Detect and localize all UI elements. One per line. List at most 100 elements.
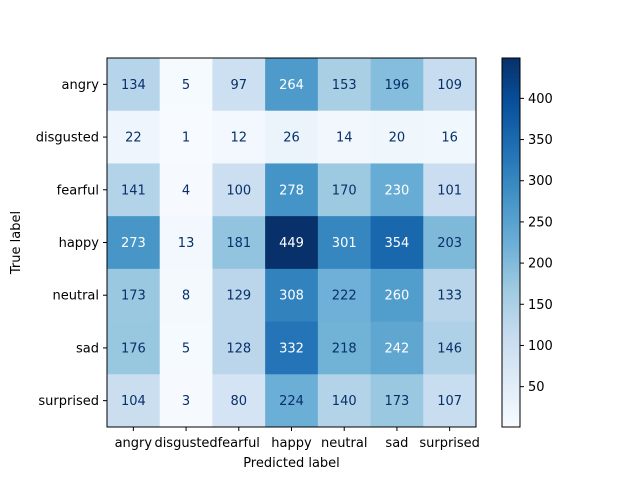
heatmap-cell bbox=[159, 110, 213, 164]
y-tick-label: fearful bbox=[57, 183, 99, 198]
cell-value-label: 260 bbox=[385, 289, 410, 304]
heatmap-cell bbox=[107, 58, 161, 112]
heatmap-cell bbox=[212, 58, 266, 112]
heatmap-cell bbox=[265, 321, 319, 375]
heatmap-cell bbox=[423, 268, 477, 323]
cell-value-label: 170 bbox=[332, 183, 357, 198]
heatmap-cell bbox=[159, 163, 213, 217]
colorbar-tick-label: 300 bbox=[528, 174, 553, 189]
heatmap-cell bbox=[317, 374, 372, 428]
heatmap-cell bbox=[107, 268, 161, 323]
cell-value-label: 129 bbox=[226, 289, 251, 304]
y-axis-ticks: angry disgusted fearful happy neutral sad surp… bbox=[36, 78, 107, 409]
heatmap-cell bbox=[212, 216, 266, 270]
cell-value-label: 181 bbox=[226, 236, 251, 251]
heatmap-cell bbox=[107, 374, 161, 428]
heatmap-cell bbox=[265, 268, 319, 323]
heatmap-cell bbox=[317, 268, 372, 323]
cell-value-label: 107 bbox=[437, 394, 462, 409]
x-tick-label: neutral bbox=[321, 436, 368, 451]
y-axis-label: True label bbox=[9, 211, 24, 275]
heatmap-cell bbox=[423, 374, 477, 428]
heatmap-cell bbox=[423, 58, 477, 112]
cell-value-label: 97 bbox=[231, 78, 248, 93]
heatmap-cell bbox=[265, 163, 319, 217]
cell-value-label: 230 bbox=[385, 183, 410, 198]
cell-value-label: 173 bbox=[121, 289, 146, 304]
cell-value-label: 20 bbox=[389, 131, 406, 146]
cell-value-label: 109 bbox=[437, 78, 462, 93]
cell-value-label: 146 bbox=[437, 341, 462, 356]
x-axis-label: Predicted label bbox=[243, 456, 340, 471]
y-tick-label: happy bbox=[59, 236, 100, 251]
cell-value-label: 8 bbox=[182, 289, 190, 304]
colorbar-tick-label: 200 bbox=[528, 257, 553, 272]
heatmap-cell bbox=[107, 321, 161, 375]
colorbar-tick-label: 50 bbox=[528, 380, 545, 395]
cell-value-label: 264 bbox=[279, 78, 304, 93]
cell-value-label: 14 bbox=[336, 131, 353, 146]
heatmap-cell bbox=[265, 58, 319, 112]
cell-value-label: 173 bbox=[385, 394, 410, 409]
cell-value-label: 26 bbox=[283, 131, 300, 146]
heatmap-cell bbox=[370, 216, 424, 270]
cell-value-label: 332 bbox=[279, 341, 304, 356]
cell-value-label: 354 bbox=[385, 236, 410, 251]
cell-value-label: 104 bbox=[121, 394, 146, 409]
cell-value-label: 278 bbox=[279, 183, 304, 198]
cell-value-label: 308 bbox=[279, 289, 304, 304]
x-tick-label: fearful bbox=[218, 436, 260, 451]
cell-value-label: 222 bbox=[332, 289, 357, 304]
cell-value-label: 100 bbox=[226, 183, 251, 198]
heatmap-cell bbox=[370, 374, 424, 428]
cell-value-label: 101 bbox=[437, 183, 462, 198]
cell-value-label: 5 bbox=[182, 341, 190, 356]
y-tick-label: disgusted bbox=[36, 131, 99, 146]
y-tick-label: angry bbox=[62, 78, 100, 93]
colorbar-tick-label: 250 bbox=[528, 215, 553, 230]
cell-value-label: 5 bbox=[182, 78, 190, 93]
cell-value-label: 1 bbox=[182, 131, 190, 146]
cell-value-label: 12 bbox=[231, 131, 248, 146]
heatmap-cell bbox=[159, 321, 213, 375]
colorbar-tick-label: 350 bbox=[528, 133, 553, 148]
heatmap-cells bbox=[107, 58, 477, 428]
heatmap-cell bbox=[212, 268, 266, 323]
cell-value-label: 242 bbox=[385, 341, 410, 356]
heatmap-cell bbox=[317, 216, 372, 270]
cell-value-labels: 134 5 97 264 153 196 109 22 1 12 26 14 20 16 141 4 100 27… bbox=[121, 78, 462, 409]
y-tick-label: surprised bbox=[38, 394, 99, 409]
heatmap-cell bbox=[107, 216, 161, 270]
x-tick-label: surprised bbox=[419, 436, 480, 451]
cell-value-label: 128 bbox=[226, 341, 251, 356]
cell-value-label: 16 bbox=[441, 131, 458, 146]
cell-value-label: 203 bbox=[437, 236, 462, 251]
cell-value-label: 218 bbox=[332, 341, 357, 356]
x-tick-label: sad bbox=[385, 436, 408, 451]
cell-value-label: 134 bbox=[121, 78, 146, 93]
heatmap-cell bbox=[265, 374, 319, 428]
cell-value-label: 22 bbox=[125, 131, 142, 146]
cell-value-label: 13 bbox=[178, 236, 195, 251]
cell-value-label: 196 bbox=[385, 78, 410, 93]
cell-value-label: 176 bbox=[121, 341, 146, 356]
colorbar-tick-label: 400 bbox=[528, 92, 553, 107]
heatmap-cell bbox=[212, 163, 266, 217]
heatmap-cell bbox=[370, 58, 424, 112]
x-tick-label: disgusted bbox=[154, 436, 217, 451]
heatmap-cell bbox=[317, 110, 372, 164]
colorbar-tick-label: 150 bbox=[528, 298, 553, 313]
heatmap-cell bbox=[107, 163, 161, 217]
heatmap-cell bbox=[265, 110, 319, 164]
colorbar-tick-label: 100 bbox=[528, 339, 553, 354]
heatmap-cell bbox=[265, 216, 319, 270]
cell-value-label: 80 bbox=[231, 394, 248, 409]
cell-value-label: 141 bbox=[121, 183, 146, 198]
heatmap-cell bbox=[107, 110, 161, 164]
heatmap-cell bbox=[212, 321, 266, 375]
cell-value-label: 133 bbox=[437, 289, 462, 304]
heatmap-cell bbox=[159, 268, 213, 323]
heatmap-cell bbox=[159, 58, 213, 112]
x-tick-label: happy bbox=[271, 436, 312, 451]
